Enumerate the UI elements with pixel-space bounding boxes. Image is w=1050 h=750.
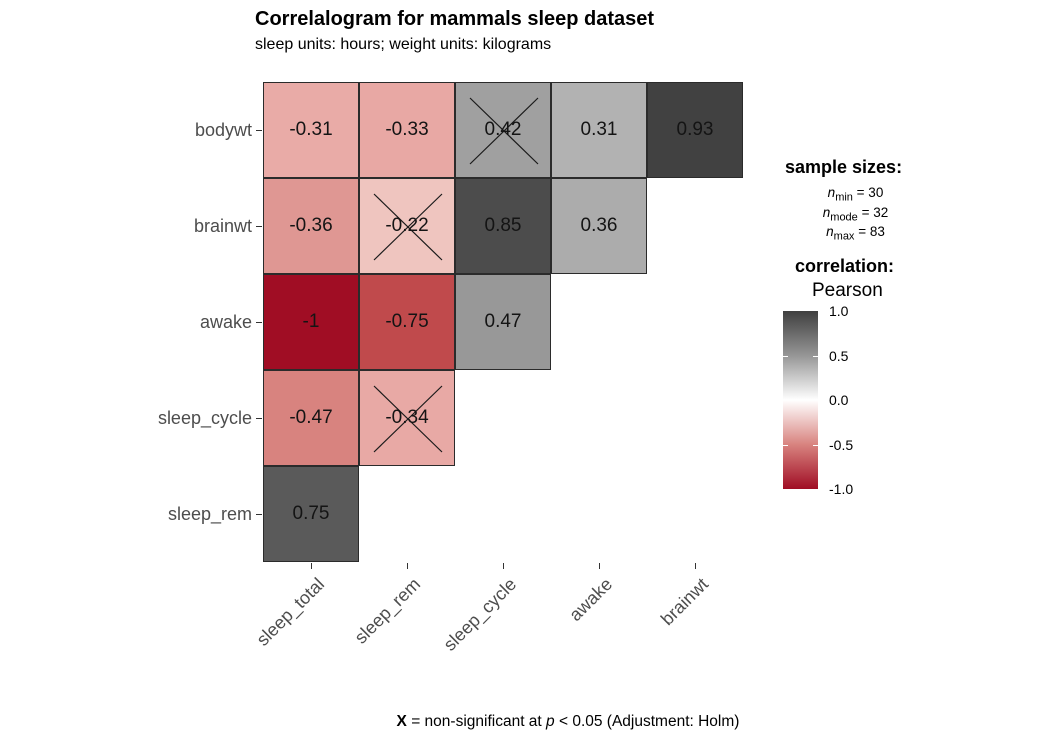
y-axis-label-bodywt: bodywt bbox=[194, 120, 252, 140]
matrix-cell-bodywt-sleep_total: -0.31 bbox=[263, 82, 359, 178]
colorbar-tick-label: 1.0 bbox=[829, 303, 849, 319]
matrix-cell-brainwt-awake: 0.36 bbox=[551, 178, 647, 274]
x-axis-tick bbox=[407, 563, 409, 569]
y-axis-label-sleep_rem: sleep_rem bbox=[167, 504, 252, 524]
correlation-value: 0.75 bbox=[292, 503, 330, 524]
correlation-value: 0.42 bbox=[484, 119, 522, 140]
colorbar-gradient bbox=[783, 311, 818, 489]
x-axis-tick bbox=[695, 563, 697, 569]
matrix-cell-awake-sleep_rem: -0.75 bbox=[359, 274, 455, 370]
matrix-cell-bodywt-sleep_cycle: 0.42 bbox=[455, 82, 551, 178]
matrix-cell-brainwt-sleep_total: -0.36 bbox=[263, 178, 359, 274]
correlation-value: 0.93 bbox=[676, 119, 714, 140]
correlation-value: -0.31 bbox=[289, 119, 333, 140]
x-axis-tick bbox=[599, 563, 601, 569]
x-axis-label-sleep_rem: sleep_rem bbox=[350, 574, 425, 648]
matrix-cell-bodywt-awake: 0.31 bbox=[551, 82, 647, 178]
y-axis-tick bbox=[256, 418, 262, 420]
colorbar-break-tick bbox=[813, 444, 818, 446]
y-axis-tick bbox=[256, 130, 262, 132]
colorbar-tick-label: -0.5 bbox=[829, 436, 854, 453]
matrix-cell-sleep_rem-sleep_total: 0.75 bbox=[263, 466, 359, 562]
matrix-cell-brainwt-sleep_rem: -0.22 bbox=[359, 178, 455, 274]
colorbar-break-tick bbox=[783, 355, 788, 357]
correlation-value: -1 bbox=[302, 311, 320, 332]
non-significant-cross-icon bbox=[373, 193, 443, 261]
x-axis-label-sleep_total: sleep_total bbox=[252, 574, 329, 650]
sample-size-n-min: nmin = 30 bbox=[827, 185, 884, 204]
x-axis-label-sleep_cycle: sleep_cycle bbox=[439, 574, 521, 655]
x-axis-tick bbox=[311, 563, 313, 569]
correlation-value: -0.22 bbox=[385, 215, 429, 236]
colorbar-tick-label: -1.0 bbox=[829, 481, 854, 497]
y-axis-tick bbox=[256, 226, 262, 228]
correlation-value: -0.75 bbox=[385, 311, 429, 332]
y-axis-label-sleep_cycle: sleep_cycle bbox=[157, 408, 252, 428]
correlation-value: 0.36 bbox=[580, 215, 618, 236]
matrix-cell-brainwt-sleep_cycle: 0.85 bbox=[455, 178, 551, 274]
chart-subtitle: sleep units: hours; weight units: kilogr… bbox=[255, 36, 552, 53]
correlation-value: 0.31 bbox=[580, 119, 618, 140]
y-axis-tick bbox=[256, 322, 262, 324]
sample-size-n-mode: nmode = 32 bbox=[822, 204, 889, 224]
matrix-cell-sleep_cycle-sleep_total: -0.47 bbox=[263, 370, 359, 466]
correlation-value: -0.34 bbox=[385, 407, 429, 428]
matrix-cell-bodywt-sleep_rem: -0.33 bbox=[359, 82, 455, 178]
non-significant-cross-icon bbox=[469, 97, 539, 165]
matrix-cell-sleep_cycle-sleep_rem: -0.34 bbox=[359, 370, 455, 466]
y-axis-label-awake: awake bbox=[199, 312, 252, 332]
correlation-legend-title: correlation: bbox=[795, 256, 895, 276]
matrix-cell-awake-sleep_total: -1 bbox=[263, 274, 359, 370]
x-axis-label-awake: awake bbox=[565, 574, 617, 625]
y-axis-label-brainwt: brainwt bbox=[193, 216, 252, 236]
correlation-value: 0.85 bbox=[484, 215, 522, 236]
correlation-value: -0.33 bbox=[385, 119, 429, 140]
chart-title: Correlalogram for mammals sleep dataset bbox=[255, 8, 655, 30]
matrix-cell-awake-sleep_cycle: 0.47 bbox=[455, 274, 551, 370]
caption: X = non-significant at p < 0.05 (Adjustm… bbox=[396, 713, 740, 730]
colorbar-tick-label: 0.5 bbox=[829, 347, 849, 364]
x-axis-tick bbox=[503, 563, 505, 569]
x-axis-label-brainwt: brainwt bbox=[656, 574, 713, 630]
colorbar-break-tick bbox=[783, 444, 788, 446]
correlation-value: -0.47 bbox=[289, 407, 333, 428]
sample-sizes-legend-title: sample sizes: bbox=[785, 157, 903, 177]
non-significant-cross-icon bbox=[373, 385, 443, 453]
correlation-method-label: Pearson bbox=[812, 280, 883, 301]
colorbar-break-tick bbox=[813, 355, 818, 357]
y-axis-tick bbox=[256, 514, 262, 516]
correlation-value: 0.47 bbox=[484, 311, 522, 332]
sample-size-n-max: nmax = 83 bbox=[826, 224, 885, 243]
matrix-cell-bodywt-brainwt: 0.93 bbox=[647, 82, 743, 178]
colorbar-tick-label: 0.0 bbox=[829, 392, 849, 408]
correlation-value: -0.36 bbox=[289, 215, 333, 236]
